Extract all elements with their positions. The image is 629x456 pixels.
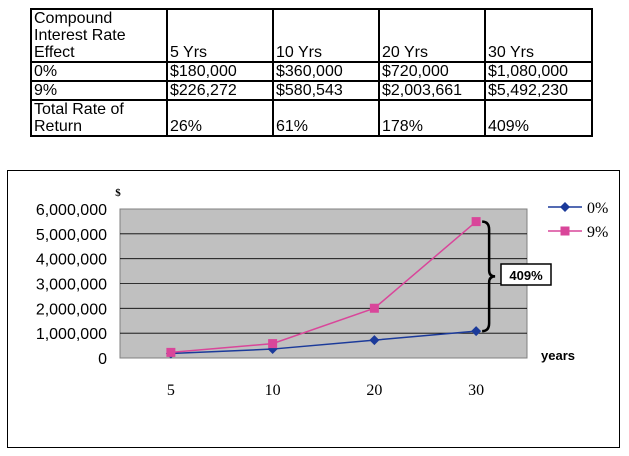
y-tick-label: 5,000,000 [36,227,107,244]
table-cell: 409% [484,99,593,137]
x-tick-label: 10 [265,382,281,399]
series-line-9pct [170,221,477,354]
y-tick-label: 4,000,000 [36,252,107,269]
legend-label: 0% [587,200,608,217]
data-point-marker [166,347,176,357]
legend-marker [560,202,570,212]
chart-frame [7,170,620,448]
table-cell: 61% [272,99,380,137]
brace-annotation [482,220,496,333]
annotation-label: 409% [509,268,543,283]
annotation-box [500,263,552,286]
legend-marker [560,226,570,236]
y-axis-label: $ [115,187,121,199]
table-row-9pct: 9% $226,272 $580,543 $2,003,661 $5,492,230 [30,80,593,101]
table-cell: 10 Yrs [272,8,380,63]
table-cell: 178% [378,99,486,137]
data-point-marker [369,335,380,346]
data-point-marker [471,217,481,227]
table-cell: 30 Yrs [484,8,593,63]
table-header-row: Compound Interest Rate Effect 5 Yrs 10 Yrs 20… [30,8,593,63]
table-cell: $180,000 [166,61,274,82]
table-cell: 9% [30,80,168,101]
table-cell: $720,000 [378,61,486,82]
x-tick-label: 20 [366,382,382,399]
y-tick-label: 1,000,000 [36,326,107,343]
table-cell: 20 Yrs [378,8,486,63]
x-tick-label: 5 [167,382,175,399]
legend-label: 9% [587,224,608,241]
y-tick-label: 3,000,000 [36,277,107,294]
y-tick-label: 0 [98,351,107,368]
interest-rate-table: Compound Interest Rate Effect 5 Yrs 10 Yrs 20… [30,8,593,137]
table-cell: 5 Yrs [166,8,274,63]
table-cell: $1,080,000 [484,61,593,82]
table-cell: 26% [166,99,274,137]
y-tick-label: 6,000,000 [36,202,107,219]
table-cell: Total Rate of Return [30,99,168,137]
table-row-0pct: 0% $180,000 $360,000 $720,000 $1,080,000 [30,61,593,82]
series-line-0pct [170,330,477,355]
table-row-total-return: Total Rate of Return 26% 61% 178% 409% [30,99,593,137]
table-cell: $2,003,661 [378,80,486,101]
table-cell: 0% [30,61,168,82]
table-cell: $360,000 [272,61,380,82]
table-cell: $226,272 [166,80,274,101]
table-cell: Compound Interest Rate Effect [30,8,168,63]
x-axis-label: years [541,348,575,363]
table-cell: $5,492,230 [484,80,593,101]
data-point-marker [369,303,379,313]
data-point-marker [471,326,482,337]
x-tick-label: 30 [468,382,484,399]
data-point-marker [268,339,278,349]
table-cell: $580,543 [272,80,380,101]
y-tick-label: 2,000,000 [36,301,107,318]
